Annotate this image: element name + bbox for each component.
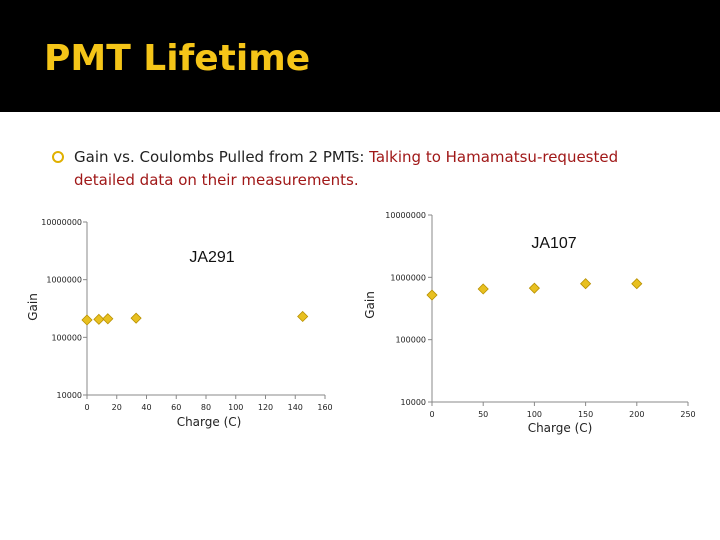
data-point — [580, 278, 592, 290]
data-point — [93, 313, 105, 325]
y-tick-label: 10000 — [401, 398, 426, 407]
x-tick-label: 100 — [527, 410, 542, 419]
x-tick-label: 250 — [680, 410, 695, 419]
y-axis-label: Gain — [363, 291, 377, 319]
data-point — [477, 283, 489, 295]
x-tick-label: 60 — [171, 403, 181, 412]
chart-title: JA107 — [531, 235, 576, 252]
x-axis-label: Charge (C) — [528, 421, 593, 435]
x-tick-label: 50 — [478, 410, 488, 419]
y-tick-label: 10000 — [57, 391, 82, 400]
bullet-text-plain: Gain vs. Coulombs Pulled from 2 PMTs: — [74, 148, 370, 166]
slide-title: PMT Lifetime — [44, 38, 311, 79]
chart-title: JA291 — [189, 249, 234, 266]
x-tick-label: 150 — [578, 410, 593, 419]
x-tick-label: 0 — [429, 410, 434, 419]
data-point — [130, 312, 142, 324]
y-tick-label: 1000000 — [390, 273, 426, 282]
data-point — [297, 310, 309, 323]
bullet-text: Gain vs. Coulombs Pulled from 2 PMTs: Ta… — [74, 146, 668, 192]
x-tick-label: 20 — [112, 403, 122, 412]
y-tick-label: 10000000 — [41, 218, 82, 227]
x-tick-label: 140 — [288, 403, 303, 412]
x-axis-label: Charge (C) — [177, 415, 242, 429]
x-tick-label: 120 — [258, 403, 273, 412]
data-point — [426, 289, 438, 301]
y-tick-label: 10000000 — [385, 211, 426, 220]
x-tick-label: 0 — [84, 403, 89, 412]
data-point — [102, 313, 114, 325]
chart-ja291: 10000 100000 1000000 10000000 0 20 40 60 80 100 12… — [26, 218, 333, 429]
bullet-item: Gain vs. Coulombs Pulled from 2 PMTs: Ta… — [48, 146, 668, 192]
x-tick-label: 160 — [317, 403, 332, 412]
y-tick-label: 100000 — [395, 336, 426, 345]
x-tick-label: 200 — [629, 410, 644, 419]
data-point — [631, 278, 643, 290]
y-tick-label: 100000 — [51, 333, 82, 342]
title-band: PMT Lifetime — [0, 0, 720, 112]
bullet-ring-icon — [52, 151, 64, 163]
x-tick-label: 100 — [228, 403, 243, 412]
chart-ja107: 10000 100000 1000000 10000000 0 50 100 150 200 25… — [363, 211, 696, 435]
x-tick-label: 40 — [141, 403, 151, 412]
data-point — [528, 282, 540, 294]
data-point — [81, 314, 93, 326]
y-axis-label: Gain — [26, 293, 40, 321]
y-tick-label: 1000000 — [46, 276, 82, 285]
x-tick-label: 80 — [201, 403, 211, 412]
bullet-text-highlight: Talking to Hamamatsu-requested detailed … — [74, 148, 619, 189]
